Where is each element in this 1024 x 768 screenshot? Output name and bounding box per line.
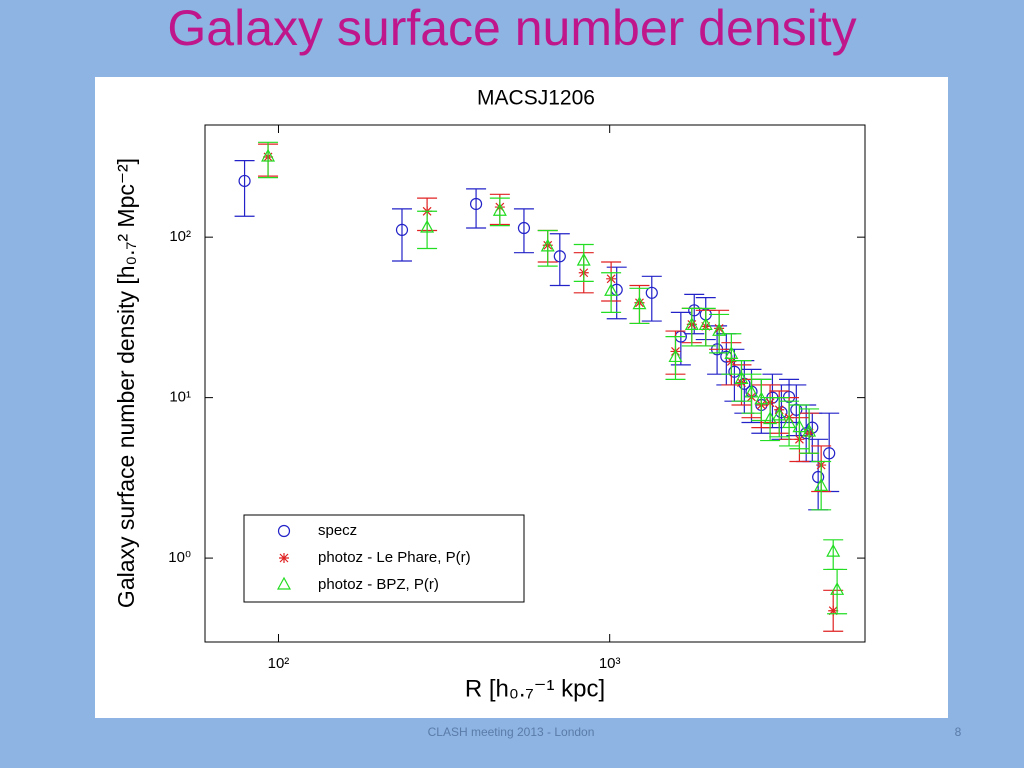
marker-triangle — [754, 391, 769, 405]
x-axis-label: R [h₀.₇⁻¹ kpc] — [465, 675, 605, 702]
marker-triangle — [826, 543, 841, 557]
error-bar — [670, 311, 691, 366]
marker-circle — [395, 223, 409, 236]
marker-triangle — [763, 411, 778, 425]
error-bar — [751, 378, 772, 422]
page-number: 8 — [955, 725, 962, 739]
marker-circle — [790, 403, 803, 416]
y-axis-label: Galaxy surface number density [h₀.₇² Mpc… — [113, 158, 139, 608]
marker-asterisk — [279, 553, 289, 563]
marker-triangle — [698, 317, 713, 330]
marker-circle — [469, 197, 483, 211]
error-bar — [489, 197, 510, 227]
error-bar — [629, 287, 650, 325]
legend-label: photoz - Le Phare, P(r) — [318, 549, 471, 566]
x-tick-label: 10³ — [599, 655, 621, 672]
error-bar — [799, 408, 820, 454]
slide-title: Galaxy surface number density — [167, 0, 856, 56]
marker-triangle — [261, 148, 276, 162]
error-bar — [789, 404, 810, 450]
y-tick-label: 10⁰ — [168, 549, 191, 566]
marker-triangle — [802, 423, 817, 437]
error-bar — [709, 313, 730, 354]
error-bar — [665, 336, 686, 380]
marker-circle — [277, 524, 291, 538]
marker-triangle — [684, 317, 699, 330]
y-tick-label: 10¹ — [169, 389, 191, 406]
marker-triangle — [420, 219, 435, 233]
plot-frame — [204, 124, 866, 643]
error-bar — [466, 188, 487, 229]
marker-asterisk — [828, 605, 839, 616]
error-bar — [601, 272, 622, 313]
error-bar — [811, 460, 832, 511]
error-bar — [779, 400, 800, 447]
marker-triangle — [276, 576, 292, 590]
error-bar — [573, 243, 594, 283]
marker-circle — [812, 470, 825, 484]
marker-triangle — [772, 407, 787, 421]
marker-circle — [517, 221, 531, 235]
error-bar — [537, 229, 558, 267]
footer: CLASH meeting 2013 - London — [428, 725, 595, 739]
error-bar — [731, 360, 752, 402]
marker-circle — [645, 286, 658, 299]
marker-triangle — [668, 349, 683, 363]
legend-label: photoz - BPZ, P(r) — [318, 576, 439, 593]
legend-label: specz — [318, 522, 357, 539]
error-bar — [741, 373, 762, 414]
marker-triangle — [744, 384, 759, 398]
marker-triangle — [712, 323, 727, 336]
marker-triangle — [724, 346, 739, 359]
marker-triangle — [540, 238, 555, 252]
error-bar — [721, 333, 742, 375]
error-bar — [606, 266, 627, 320]
error-bar — [827, 568, 848, 615]
marker-triangle — [814, 478, 829, 491]
marker-triangle — [734, 371, 749, 384]
chart-title: MACSJ1206 — [477, 87, 595, 110]
marker-triangle — [830, 582, 845, 595]
error-bar — [695, 307, 716, 347]
error-bar — [258, 141, 279, 179]
marker-triangle — [632, 296, 647, 310]
error-bar — [549, 233, 570, 287]
marker-circle — [728, 365, 741, 378]
x-tick-label: 10² — [268, 655, 290, 672]
marker-triangle — [604, 283, 619, 296]
marker-triangle — [782, 415, 797, 429]
marker-triangle — [576, 252, 591, 266]
marker-triangle — [792, 419, 807, 433]
marker-circle — [238, 174, 251, 188]
marker-triangle — [492, 203, 507, 216]
error-bar — [769, 397, 790, 438]
error-bar — [417, 210, 438, 250]
chart-panel — [95, 77, 948, 718]
marker-circle — [553, 250, 566, 263]
legend-box — [243, 514, 525, 603]
error-bar — [513, 208, 534, 254]
error-bar — [234, 159, 255, 217]
marker-circle — [823, 447, 836, 460]
y-tick-label: 10² — [169, 228, 191, 245]
